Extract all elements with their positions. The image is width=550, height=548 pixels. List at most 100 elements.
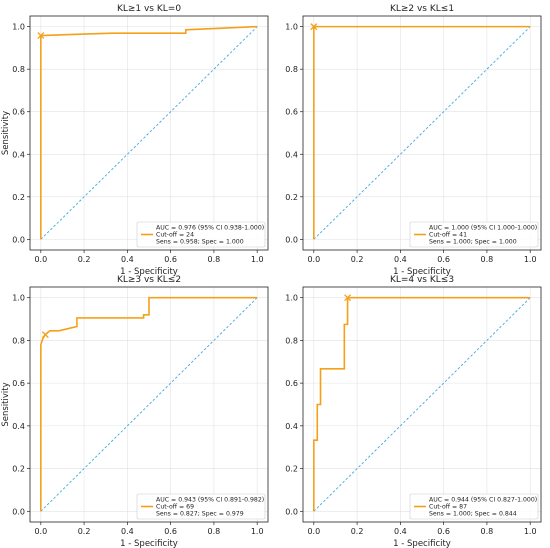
legend: AUC = 0.976 (95% CI 0.938-1.000)Cut-off … xyxy=(136,221,266,248)
y-tick-label: 0.0 xyxy=(12,235,25,244)
y-tick-label: 0.0 xyxy=(285,235,298,244)
y-tick-label: 0.0 xyxy=(12,507,25,516)
x-tick-label: 1.0 xyxy=(251,527,264,536)
y-tick-label: 1.0 xyxy=(12,23,25,32)
panel-title: KL≥1 vs KL=0 xyxy=(117,4,181,14)
y-tick-label: 0.8 xyxy=(285,65,298,74)
x-tick-label: 0.8 xyxy=(208,255,221,264)
roc-panel-4: 0.0 0.0 0.2 0.2 0.4 0.4 0.6 0.6 0.8 0.8 1.0 1.0 KL=4… xyxy=(285,275,542,548)
y-tick-label: 0.4 xyxy=(12,150,25,159)
x-tick-label: 0.8 xyxy=(481,527,494,536)
y-tick-label: 0.0 xyxy=(285,507,298,516)
legend: AUC = 1.000 (95% CI 1.000-1.000)Cut-off … xyxy=(409,221,539,248)
y-tick-label: 0.4 xyxy=(285,150,298,159)
legend-entry: Cut-off = 41 xyxy=(429,232,467,239)
legend-entry: Sens = 0.958; Spec = 1.000 xyxy=(156,239,244,246)
chance-diagonal-line xyxy=(40,26,258,240)
y-axis-label: Sensitivity xyxy=(1,111,11,155)
x-tick-label: 1.0 xyxy=(524,527,537,536)
y-tick-label: 0.8 xyxy=(285,336,298,345)
legend: AUC = 0.943 (95% CI 0.891-0.982)Cut-off … xyxy=(136,493,266,520)
x-tick-label: 0.0 xyxy=(307,527,320,536)
y-tick-label: 0.8 xyxy=(12,336,25,345)
x-axis-label: 1 - Specificity xyxy=(120,539,178,548)
y-tick-label: 1.0 xyxy=(285,23,298,32)
y-axis-label: Sensitivity xyxy=(1,382,11,426)
roc-panel-3: 0.0 0.0 0.2 0.2 0.4 0.4 0.6 0.6 0.8 0.8 1.0 1.0 KL≥3… xyxy=(1,275,269,548)
panel-title: KL=4 vs KL≤3 xyxy=(390,275,454,285)
legend-box xyxy=(409,493,539,520)
x-tick-label: 0.2 xyxy=(78,255,91,264)
y-tick-label: 0.6 xyxy=(285,108,298,117)
panel-title: KL≥2 vs KL≤1 xyxy=(390,4,454,14)
chance-diagonal-line xyxy=(313,297,531,512)
y-tick-label: 0.2 xyxy=(12,465,25,474)
x-tick-label: 0.8 xyxy=(208,527,221,536)
x-tick-label: 0.2 xyxy=(351,255,364,264)
cutoff-point-marker xyxy=(310,23,318,31)
axes-frame xyxy=(29,15,269,251)
legend-box xyxy=(136,493,266,520)
cutoff-point-marker xyxy=(41,331,49,339)
legend-entry: Cut-off = 69 xyxy=(156,504,194,511)
x-tick-label: 0.0 xyxy=(307,255,320,264)
legend-entry: Sens = 1.000; Spec = 1.000 xyxy=(429,239,517,246)
cutoff-point-marker xyxy=(344,294,352,302)
y-tick-label: 1.0 xyxy=(12,294,25,303)
x-tick-label: 0.4 xyxy=(394,527,407,536)
cutoff-marker-stroke xyxy=(37,32,45,40)
legend-entry: Cut-off = 24 xyxy=(156,232,194,239)
legend-box xyxy=(136,221,266,248)
x-tick-label: 0.0 xyxy=(34,255,47,264)
x-tick-label: 0.4 xyxy=(121,255,134,264)
x-tick-label: 0.2 xyxy=(78,527,91,536)
chance-diagonal-line xyxy=(40,297,258,512)
legend-entry: AUC = 0.943 (95% CI 0.891-0.982) xyxy=(156,497,264,504)
legend-box xyxy=(409,221,539,248)
x-axis-label: 1 - Specificity xyxy=(393,267,451,277)
x-tick-label: 0.6 xyxy=(164,255,177,264)
x-tick-label: 1.0 xyxy=(524,255,537,264)
x-tick-label: 0.6 xyxy=(437,527,450,536)
panel-title: KL≥3 vs KL≤2 xyxy=(117,275,181,285)
y-tick-label: 0.6 xyxy=(285,379,298,388)
roc-panel-1: 0.0 0.0 0.2 0.2 0.4 0.4 0.6 0.6 0.8 0.8 1.0 1.0 KL≥1… xyxy=(1,4,269,277)
y-tick-label: 1.0 xyxy=(285,294,298,303)
axes-frame xyxy=(302,15,542,251)
y-tick-label: 0.6 xyxy=(12,108,25,117)
y-tick-label: 0.4 xyxy=(285,422,298,431)
y-tick-label: 0.2 xyxy=(285,465,298,474)
x-tick-label: 0.2 xyxy=(351,527,364,536)
cutoff-marker-stroke xyxy=(344,294,352,302)
axes-frame xyxy=(302,286,542,523)
axes-frame xyxy=(29,286,269,523)
y-tick-label: 0.8 xyxy=(12,65,25,74)
x-tick-label: 0.6 xyxy=(437,255,450,264)
legend-entry: Sens = 0.827; Spec = 0.979 xyxy=(156,511,244,518)
x-tick-label: 0.0 xyxy=(34,527,47,536)
cutoff-point-marker xyxy=(37,32,45,40)
y-tick-label: 0.2 xyxy=(12,193,25,202)
x-tick-label: 0.4 xyxy=(121,527,134,536)
legend-entry: AUC = 1.000 (95% CI 1.000-1.000) xyxy=(429,225,537,232)
x-tick-label: 1.0 xyxy=(251,255,264,264)
cutoff-marker-stroke xyxy=(41,331,49,339)
x-axis-label: 1 - Specificity xyxy=(393,539,451,548)
roc-panel-2: 0.0 0.0 0.2 0.2 0.4 0.4 0.6 0.6 0.8 0.8 1.0 1.0 KL≥2… xyxy=(285,4,542,277)
roc-curve-line xyxy=(40,296,258,512)
y-tick-label: 0.6 xyxy=(12,379,25,388)
x-axis-label: 1 - Specificity xyxy=(120,267,178,277)
legend-entry: AUC = 0.976 (95% CI 0.938-1.000) xyxy=(156,225,264,232)
legend: AUC = 0.944 (95% CI 0.827-1.000)Cut-off … xyxy=(409,493,539,520)
y-tick-label: 0.2 xyxy=(285,193,298,202)
legend-entry: AUC = 0.944 (95% CI 0.827-1.000) xyxy=(429,497,537,504)
chance-diagonal-line xyxy=(313,26,531,240)
roc-curve-line xyxy=(313,296,531,512)
x-tick-label: 0.4 xyxy=(394,255,407,264)
legend-entry: Cut-off = 87 xyxy=(429,504,467,511)
cutoff-marker-stroke xyxy=(310,23,318,31)
x-tick-label: 0.6 xyxy=(164,527,177,536)
y-tick-label: 0.4 xyxy=(12,422,25,431)
legend-entry: Sens = 1.000; Spec = 0.844 xyxy=(429,511,517,518)
